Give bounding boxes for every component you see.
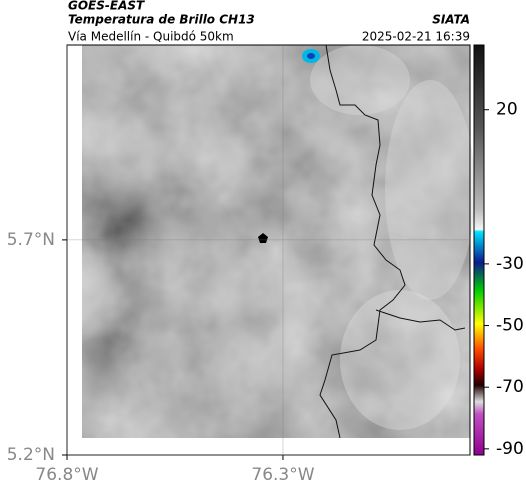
y-tick-label: 5.7°N (7, 230, 55, 250)
subtitle: Vía Medellín - Quibdó 50km (68, 30, 234, 44)
datetime: 2025-02-21 16:39 (362, 30, 470, 44)
colorbar-tick-label: -30 (496, 254, 524, 274)
source: GOES-EAST (68, 0, 145, 13)
colorbar-tick-label: -90 (496, 439, 524, 459)
x-tick-label: 76.8°W (35, 465, 98, 485)
colorbar-tick-label: -50 (496, 316, 524, 336)
city-marker (258, 233, 268, 243)
x-tick-label: 76.3°W (251, 465, 314, 485)
colorbar-tick-label: 20 (496, 100, 518, 120)
y-tick-label: 5.2°N (7, 445, 55, 465)
colorbar (473, 44, 485, 456)
brand: SIATA (432, 13, 470, 27)
satellite-image (82, 44, 475, 439)
colorbar-tick-label: -70 (496, 377, 524, 397)
title: Temperatura de Brillo CH13 (68, 13, 255, 27)
